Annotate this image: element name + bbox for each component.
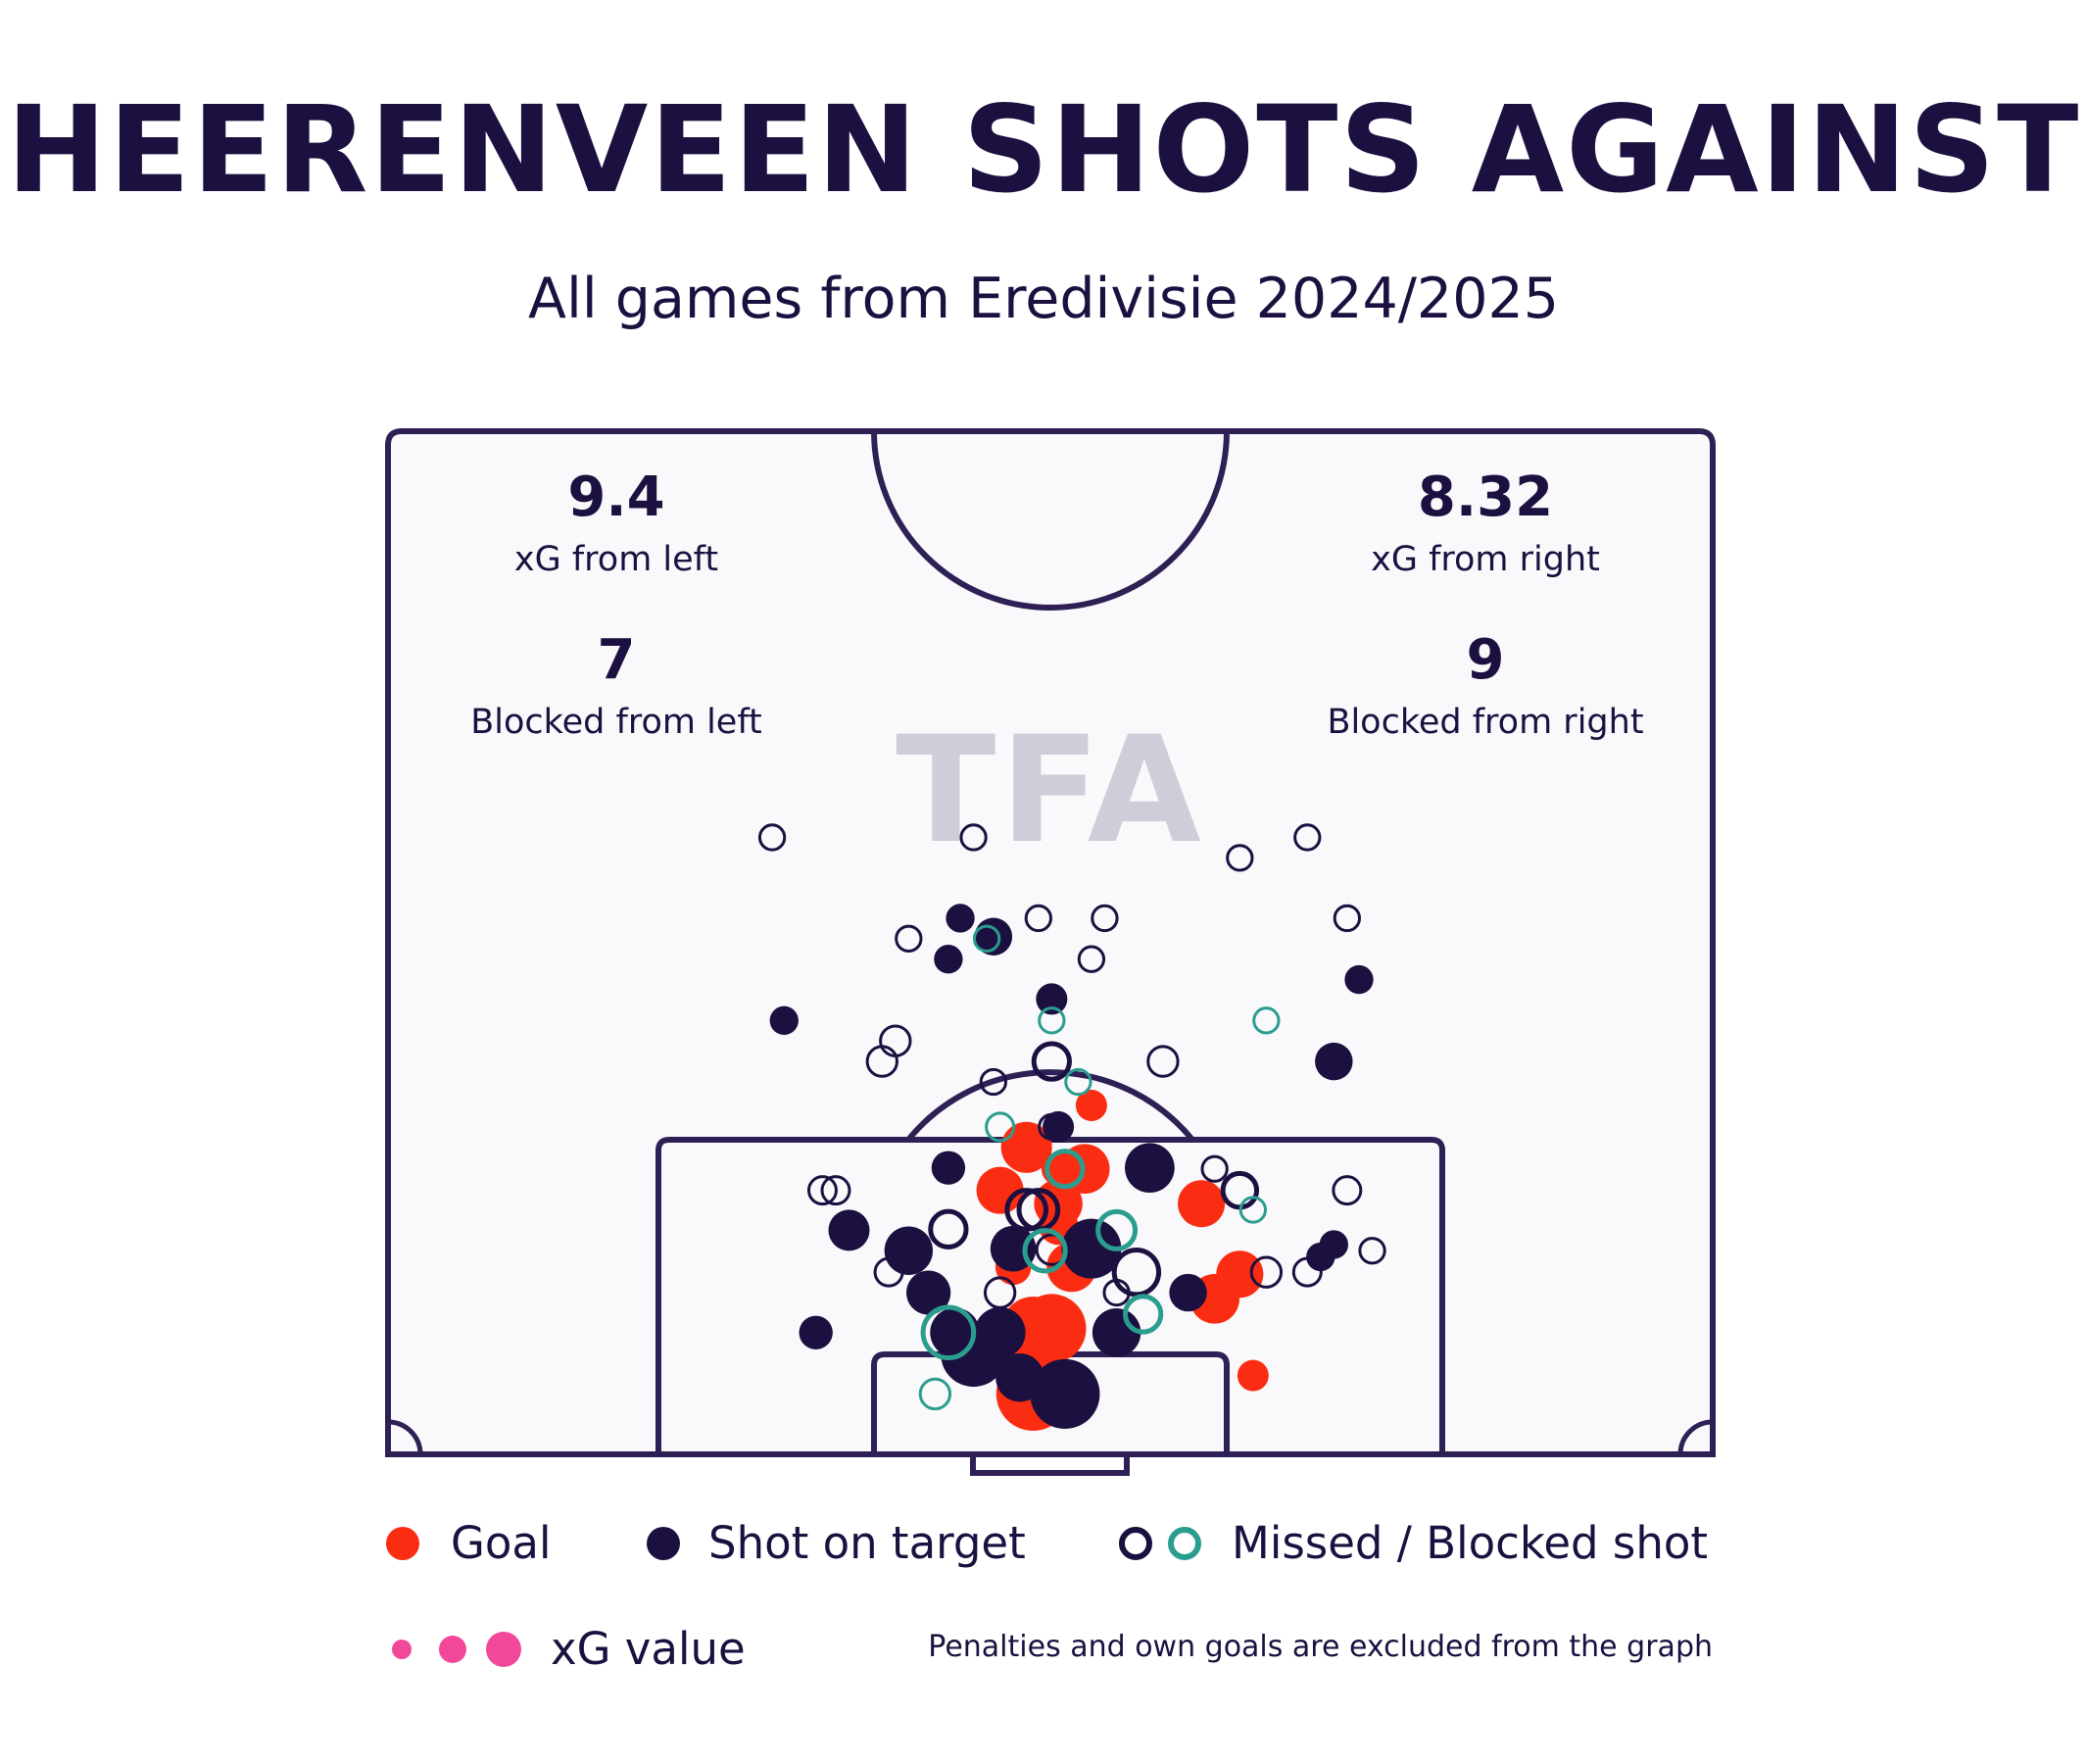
- legend-on-target-marker: [647, 1527, 680, 1560]
- corner-arc-right: [1677, 1419, 1714, 1455]
- page-title: HEERENVEEN SHOTS AGAINST: [6, 80, 2081, 220]
- pitch-background: [388, 431, 1713, 1454]
- footnote: Penalties and own goals are excluded fro…: [928, 1630, 1713, 1664]
- legend-markers: [386, 1527, 1201, 1667]
- shot-blocked-marker: [920, 1304, 977, 1361]
- shot-on-target-marker: [884, 1226, 934, 1275]
- shot-goal-marker: [1000, 1121, 1052, 1173]
- shot-goal-marker: [1216, 1250, 1264, 1298]
- legend-xg-label: xG value: [551, 1623, 746, 1675]
- shot-goal-marker: [1017, 1294, 1087, 1363]
- right-xg-value: 8.32: [1418, 466, 1553, 529]
- shot-on-target-marker: [934, 945, 963, 974]
- shot-on-target-marker: [799, 1315, 833, 1349]
- legend-xg-small: [392, 1640, 412, 1659]
- pitch-outline: [385, 428, 1716, 1457]
- shot-on-target-marker: [906, 1270, 951, 1315]
- shot-on-target-marker: [1092, 1308, 1141, 1357]
- shot-missed-marker: [806, 1175, 838, 1206]
- shot-missed-marker: [1332, 1175, 1363, 1206]
- shot-missed-marker: [1111, 1247, 1162, 1298]
- shot-blocked-marker: [1022, 1228, 1068, 1274]
- left-blocked-value: 7: [598, 628, 636, 692]
- shot-blocked-marker: [1044, 1149, 1086, 1190]
- penalty-arc: [905, 1069, 1195, 1142]
- shot-missed-marker: [1102, 1278, 1131, 1307]
- shot-missed-marker: [757, 823, 787, 852]
- shot-missed-marker: [1249, 1255, 1284, 1289]
- shot-missed-marker: [1077, 945, 1106, 973]
- centre-circle: [871, 430, 1230, 611]
- shot-on-target-marker: [1169, 1273, 1207, 1312]
- shot-on-target-marker: [1125, 1143, 1175, 1194]
- corner-arc-left: [387, 1419, 423, 1455]
- legend-goal-marker: [386, 1527, 419, 1560]
- shot-blocked-marker: [1122, 1294, 1164, 1335]
- shot-missed-marker: [983, 1276, 1017, 1309]
- left-xg-label: xG from left: [514, 540, 718, 579]
- shot-blocked-marker: [918, 1377, 952, 1411]
- left-xg-value: 9.4: [567, 466, 664, 529]
- legend-xg-large: [486, 1632, 521, 1667]
- legend-missed-marker: [1119, 1527, 1152, 1560]
- shot-on-target-marker: [1036, 983, 1068, 1015]
- shot-on-target-marker: [946, 904, 975, 933]
- shot-missed-marker: [1333, 904, 1362, 933]
- legend-goal-label: Goal: [451, 1517, 552, 1569]
- shot-missed-marker: [1031, 1041, 1072, 1082]
- shot-missed-marker: [1091, 904, 1119, 933]
- shot-missed-marker: [1291, 1256, 1323, 1288]
- shots-layer: [757, 823, 1386, 1432]
- shot-missed-marker: [1004, 1188, 1048, 1232]
- right-blocked-label: Blocked from right: [1327, 703, 1643, 742]
- shot-on-target-marker: [941, 1321, 1006, 1388]
- shot-missed-marker: [928, 1208, 969, 1250]
- shot-missed-marker: [1146, 1045, 1180, 1078]
- shot-missed-marker: [895, 924, 923, 953]
- shot-blocked-marker: [1038, 1006, 1066, 1035]
- shot-missed-marker: [1024, 904, 1052, 933]
- shot-blocked-marker: [972, 924, 1001, 953]
- shot-missed-marker: [979, 1067, 1008, 1097]
- legend-missed-label: Missed / Blocked shot: [1232, 1517, 1709, 1569]
- shot-on-target-marker: [1061, 1218, 1122, 1279]
- shot-missed-marker: [865, 1045, 898, 1078]
- shot-blocked-marker: [985, 1111, 1016, 1143]
- shot-missed-marker: [1293, 823, 1322, 852]
- watermark: TFA: [896, 706, 1205, 876]
- shot-goal-marker: [976, 1166, 1024, 1214]
- shot-on-target-marker: [1306, 1242, 1335, 1272]
- legend-blocked-marker: [1168, 1527, 1201, 1560]
- left-blocked-label: Blocked from left: [470, 703, 762, 742]
- legend-on-target-label: Shot on target: [708, 1517, 1026, 1569]
- shot-on-target-marker: [769, 1005, 799, 1036]
- goal: [970, 1454, 1130, 1476]
- shot-missed-marker: [1358, 1237, 1386, 1265]
- shot-blocked-marker: [1064, 1067, 1092, 1097]
- shot-goal-marker: [1237, 1359, 1269, 1392]
- shot-missed-marker: [1226, 844, 1254, 872]
- shot-on-target-marker: [931, 1151, 966, 1185]
- shot-missed-marker: [1200, 1154, 1229, 1183]
- shot-on-target-marker: [1030, 1358, 1100, 1429]
- shot-missed-marker: [873, 1256, 904, 1288]
- legend-xg-medium: [439, 1636, 466, 1663]
- shot-goal-marker: [1178, 1180, 1226, 1228]
- stats: 9.4 xG from left 7 Blocked from left 8.3…: [470, 466, 1643, 742]
- shot-blocked-marker: [1238, 1196, 1268, 1224]
- shot-on-target-marker: [1315, 1042, 1353, 1081]
- shot-on-target-marker: [1344, 964, 1374, 995]
- shot-missed-marker: [820, 1175, 851, 1206]
- right-blocked-value: 9: [1467, 628, 1505, 692]
- shot-missed-marker: [959, 823, 988, 852]
- subtitle: All games from Eredivisie 2024/2025: [528, 267, 1559, 331]
- shot-on-target-marker: [828, 1209, 870, 1251]
- shot-on-target-marker: [1043, 1110, 1075, 1143]
- right-xg-label: xG from right: [1371, 540, 1600, 579]
- shot-missed-marker: [1038, 1112, 1066, 1142]
- shot-blocked-marker: [1095, 1208, 1139, 1251]
- shot-goal-marker: [1075, 1089, 1107, 1121]
- shot-blocked-marker: [1252, 1006, 1281, 1035]
